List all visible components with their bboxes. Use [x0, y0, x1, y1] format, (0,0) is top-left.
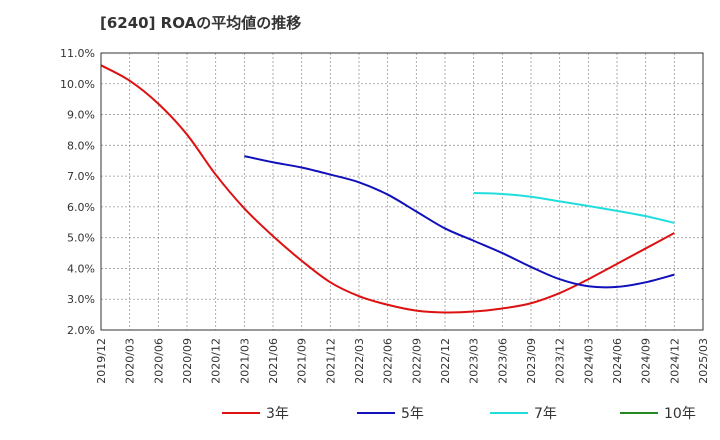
legend-label: 3年	[266, 406, 289, 422]
legend-label: 7年	[534, 406, 557, 422]
x-tick-label: 2023/12	[554, 338, 567, 384]
x-tick-label: 2021/06	[267, 338, 280, 384]
legend: 3年 5年 7年 10年	[222, 406, 696, 422]
x-tick-label: 2020/12	[210, 338, 223, 384]
legend-label: 10年	[664, 406, 696, 422]
y-tick-label: 8.0%	[67, 139, 95, 152]
legend-label: 5年	[401, 406, 424, 422]
x-axis-ticks: 2019/12 2020/03 2020/06 2020/09 2020/12 2021/…	[95, 338, 710, 384]
x-tick-label: 2022/09	[410, 338, 423, 384]
grid	[101, 53, 703, 330]
chart-title: [6240] ROAの平均値の推移	[100, 14, 302, 32]
x-tick-label: 2024/06	[611, 338, 624, 384]
x-tick-label: 2022/12	[439, 338, 452, 384]
x-tick-label: 2022/06	[382, 338, 395, 384]
y-tick-label: 10.0%	[60, 78, 95, 91]
series-line-2	[473, 192, 675, 224]
plot-frame	[100, 52, 704, 331]
x-tick-label: 2023/09	[525, 338, 538, 384]
x-tick-label: 2024/03	[582, 338, 595, 384]
x-tick-label: 2021/12	[324, 338, 337, 384]
y-tick-label: 5.0%	[67, 232, 95, 245]
y-tick-label: 9.0%	[67, 109, 95, 122]
y-tick-label: 6.0%	[67, 201, 95, 214]
x-tick-label: 2021/09	[296, 338, 309, 384]
series-line-1	[244, 155, 675, 289]
x-tick-label: 2023/06	[496, 338, 509, 384]
x-tick-label: 2019/12	[95, 338, 108, 384]
x-tick-label: 2020/06	[152, 338, 165, 384]
x-tick-label: 2024/09	[640, 338, 653, 384]
y-tick-label: 2.0%	[67, 324, 95, 337]
x-tick-label: 2023/03	[468, 338, 481, 384]
x-tick-label: 2020/03	[124, 338, 137, 384]
y-tick-label: 3.0%	[67, 293, 95, 306]
x-tick-label: 2025/03	[697, 338, 710, 384]
series-line-0	[100, 64, 675, 314]
y-tick-label: 7.0%	[67, 170, 95, 183]
series-lines	[100, 64, 675, 314]
y-tick-label: 4.0%	[67, 262, 95, 275]
x-tick-label: 2024/12	[668, 338, 681, 384]
x-tick-label: 2022/03	[353, 338, 366, 384]
x-tick-label: 2020/09	[181, 338, 194, 384]
y-tick-label: 11.0%	[60, 47, 95, 60]
y-axis-ticks: 2.0% 3.0% 4.0% 5.0% 6.0% 7.0% 8.0% 9.0% 10.0% 11.…	[60, 47, 95, 337]
x-tick-label: 2021/03	[238, 338, 251, 384]
